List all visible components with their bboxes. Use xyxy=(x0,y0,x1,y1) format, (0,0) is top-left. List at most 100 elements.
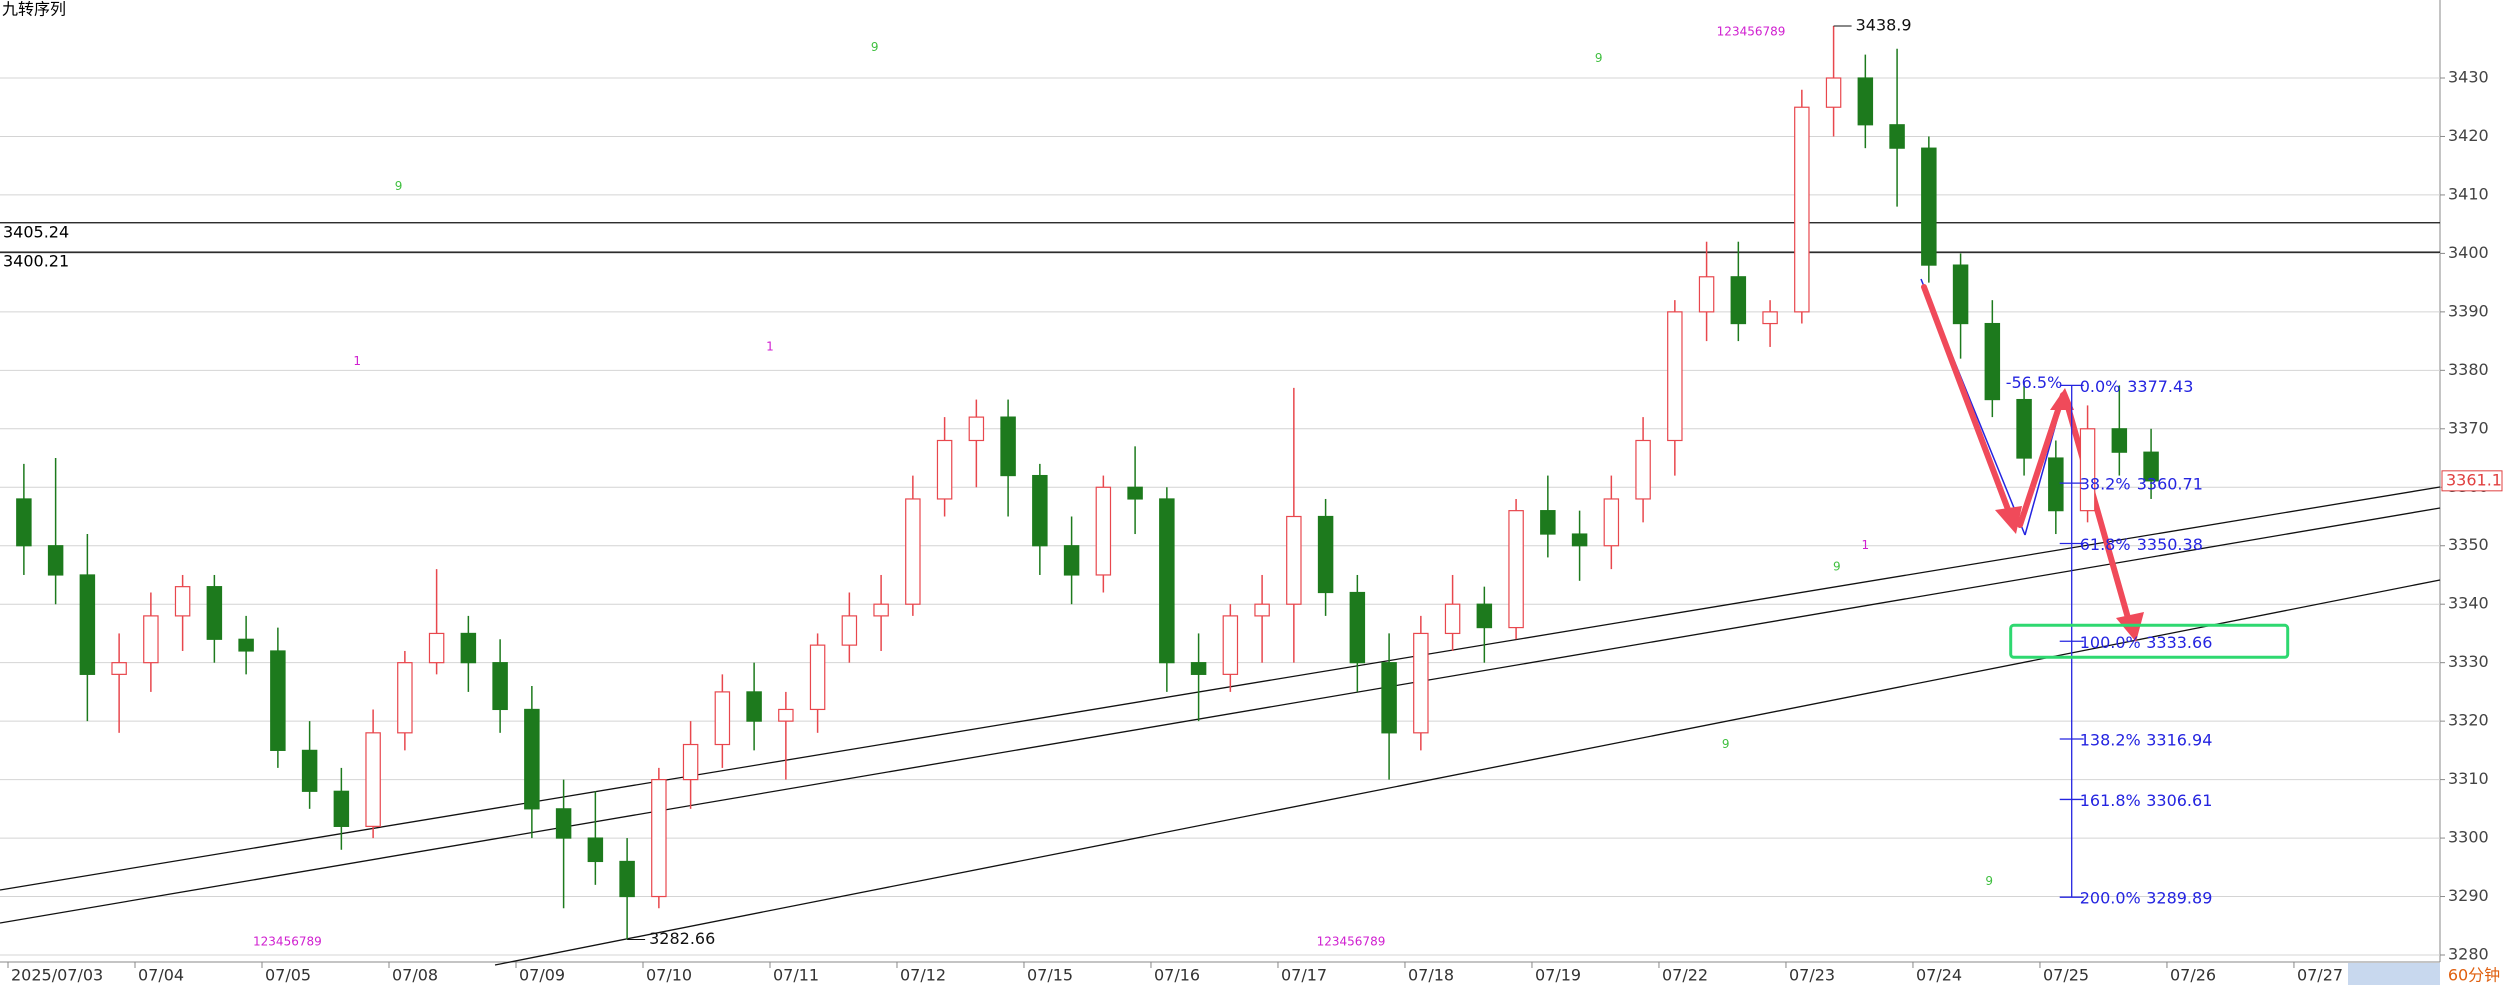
arrow xyxy=(2017,392,2066,528)
scroll-thumb[interactable] xyxy=(2348,963,2440,985)
candle-body xyxy=(1635,439,1651,500)
y-tick-label: 3350 xyxy=(2448,535,2489,554)
candle-body xyxy=(746,691,762,722)
candle-body xyxy=(1000,416,1016,477)
candle-body xyxy=(2111,428,2128,453)
td-count: 1 xyxy=(1862,538,1870,552)
candle-body xyxy=(16,498,32,547)
x-tick-label: 07/18 xyxy=(1408,966,1454,985)
candle-body xyxy=(1254,603,1270,617)
candle-body xyxy=(778,708,794,722)
candle-body xyxy=(79,574,96,675)
fib-ratio: 0.0% xyxy=(2080,377,2121,396)
trend-line xyxy=(494,579,2441,966)
period-label: 60分钟 xyxy=(2448,966,2500,985)
td-count: 1 xyxy=(353,354,361,368)
candle-body xyxy=(1540,510,1556,535)
candle-body xyxy=(1825,77,1842,108)
x-tick-label: 07/15 xyxy=(1027,966,1073,985)
trend-line xyxy=(0,507,2441,924)
candle-body xyxy=(524,708,540,810)
target-box xyxy=(2009,623,2290,659)
candle-body xyxy=(1794,106,1810,313)
candle-body xyxy=(2143,451,2159,482)
x-tick-label: 07/23 xyxy=(1789,966,1835,985)
candle-body xyxy=(968,416,985,442)
y-tick-label: 3290 xyxy=(2448,886,2489,905)
td-count: 123456789 xyxy=(1317,935,1386,949)
candle-body xyxy=(1349,591,1366,664)
candle-body xyxy=(1286,515,1302,605)
x-tick-label: 07/16 xyxy=(1154,966,1200,985)
candle-body xyxy=(651,778,667,898)
price-line-label: 3400.21 xyxy=(3,252,69,271)
arrow xyxy=(1921,284,2015,523)
x-tick-label: 07/05 xyxy=(265,966,311,985)
candle-body xyxy=(555,808,572,839)
x-tick-label: 07/10 xyxy=(646,966,692,985)
candle-body xyxy=(1317,515,1334,594)
candle-body xyxy=(47,545,64,576)
candle-body xyxy=(1159,498,1175,664)
last-price-box xyxy=(2441,470,2503,492)
arrow-head xyxy=(2116,612,2144,642)
arrow-head xyxy=(1995,506,2022,534)
candle-body xyxy=(936,439,953,500)
y-tick-label: 3320 xyxy=(2448,711,2489,730)
candle-body xyxy=(1857,77,1874,126)
extreme-label: 3282.66 xyxy=(649,929,715,948)
candle-body xyxy=(1762,311,1778,325)
candle-body xyxy=(714,691,731,746)
fib-value: 3289.89 xyxy=(2146,889,2212,908)
x-tick-label: 07/27 xyxy=(2297,966,2343,985)
td-count: 9 xyxy=(1833,559,1841,573)
candle-body xyxy=(270,650,286,751)
fib-value: 3333.66 xyxy=(2146,633,2212,652)
candle-body xyxy=(1476,603,1493,629)
x-tick-label: 07/12 xyxy=(900,966,946,985)
fib-ratio: 161.8% xyxy=(2080,791,2141,810)
last-price-label: 3361.1 xyxy=(2446,470,2502,489)
td-count: 9 xyxy=(871,40,879,54)
td-count: 9 xyxy=(1595,51,1603,65)
y-tick-label: 3330 xyxy=(2448,652,2489,671)
fib-extension-label: -56.5% xyxy=(2006,373,2063,392)
td-count: 123456789 xyxy=(253,935,322,949)
fib-ratio: 138.2% xyxy=(2080,731,2141,750)
candle-body xyxy=(1984,322,2001,401)
arrow-heads xyxy=(1995,388,2144,642)
price-line-label: 3405.24 xyxy=(3,222,69,241)
candle-body xyxy=(841,615,858,646)
candle-body xyxy=(1952,264,1969,325)
x-tick-label: 07/22 xyxy=(1662,966,1708,985)
y-tick-label: 3310 xyxy=(2448,769,2489,788)
y-tick-label: 3370 xyxy=(2448,418,2489,437)
candle-body xyxy=(174,586,191,617)
candle-body xyxy=(1444,603,1461,635)
candle-body xyxy=(2048,457,2064,512)
candle-body xyxy=(492,662,508,711)
candle-body xyxy=(1889,124,1905,149)
fib-value: 3377.43 xyxy=(2127,377,2193,396)
chart-title: 九转序列 xyxy=(2,0,66,19)
fib-value: 3316.94 xyxy=(2146,731,2212,750)
candle-body xyxy=(365,732,381,827)
x-tick-label: 2025/07/03 xyxy=(11,966,103,985)
fib-value: 3360.71 xyxy=(2137,475,2203,494)
y-tick-label: 3280 xyxy=(2448,945,2489,964)
candle-body xyxy=(587,837,604,863)
candle-body xyxy=(238,638,254,652)
candle-body xyxy=(1698,276,1715,313)
candle-body xyxy=(1413,632,1429,734)
td-count: 9 xyxy=(395,179,403,193)
trend-line xyxy=(0,486,2441,891)
y-tick-label: 3410 xyxy=(2448,184,2489,203)
candle-body xyxy=(1190,662,1207,675)
candle-body xyxy=(873,603,889,617)
candle-body xyxy=(1603,498,1620,547)
candle-body xyxy=(1032,474,1048,547)
td-count: 9 xyxy=(1722,737,1730,751)
candle-body xyxy=(1921,147,1937,266)
